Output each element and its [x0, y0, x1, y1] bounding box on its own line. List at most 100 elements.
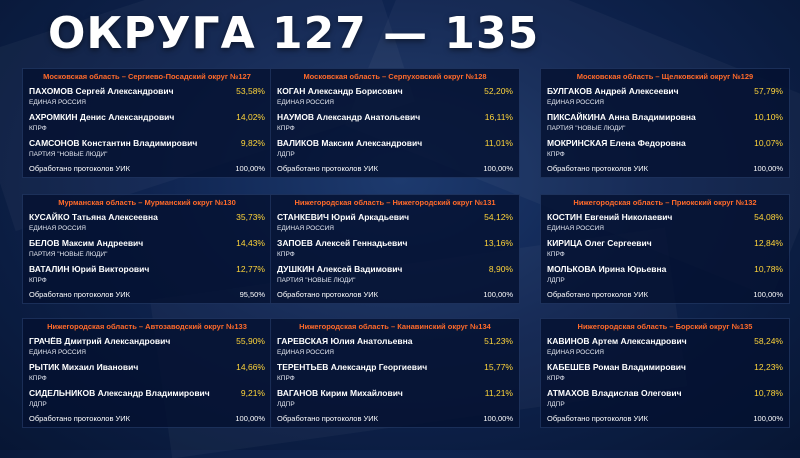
- candidate-party: ЛДПР: [277, 151, 295, 158]
- candidate-percent: 54,12%: [484, 212, 513, 222]
- processed-protocols-row: Обработано протоколов УИК 95,50%: [29, 290, 265, 299]
- candidate-entry: РЫТИК Михаил Иванович 14,66% КПРФ: [29, 362, 265, 382]
- district-panel: Нижегородская область – Нижегородский ок…: [270, 194, 520, 304]
- candidate-party: КПРФ: [29, 277, 47, 284]
- processed-protocols-row: Обработано протоколов УИК 100,00%: [547, 414, 783, 423]
- candidate-percent: 14,43%: [236, 238, 265, 248]
- candidate-name: ДУШКИН Алексей Вадимович: [277, 264, 403, 274]
- candidate-party: КПРФ: [547, 151, 565, 158]
- candidate-name: ГРАЧЁВ Дмитрий Александрович: [29, 336, 171, 346]
- candidate-party: ЕДИНАЯ РОССИЯ: [277, 99, 334, 106]
- candidate-party: ЛДПР: [547, 277, 565, 284]
- candidate-percent: 11,01%: [484, 138, 513, 148]
- processed-value: 100,00%: [483, 290, 513, 299]
- processed-value: 95,50%: [239, 290, 265, 299]
- district-title: Московская область – Серпуховский округ …: [303, 72, 487, 81]
- candidate-name: ВАГАНОВ Кирим Михайлович: [277, 388, 403, 398]
- candidate-name: ПАХОМОВ Сергей Александрович: [29, 86, 174, 96]
- processed-protocols-row: Обработано протоколов УИК 100,00%: [547, 290, 783, 299]
- candidate-name: РЫТИК Михаил Иванович: [29, 362, 139, 372]
- candidate-party: КПРФ: [547, 251, 565, 258]
- processed-label: Обработано протоколов УИК: [547, 290, 649, 299]
- candidate-percent: 12,23%: [754, 362, 783, 372]
- candidate-percent: 13,16%: [484, 238, 513, 248]
- candidate-name: СТАНКЕВИЧ Юрий Аркадьевич: [277, 212, 410, 222]
- district-panel: Московская область – Серпуховский округ …: [270, 68, 520, 178]
- candidate-percent: 35,73%: [236, 212, 265, 222]
- processed-value: 100,00%: [235, 414, 265, 423]
- candidate-name: МОЛЬКОВА Ирина Юрьевна: [547, 264, 667, 274]
- candidate-name: ВАЛИКОВ Максим Александрович: [277, 138, 423, 148]
- candidate-entry: ВАГАНОВ Кирим Михайлович 11,21% ЛДПР: [277, 388, 513, 408]
- processed-label: Обработано протоколов УИК: [29, 414, 131, 423]
- candidate-percent: 58,24%: [754, 336, 783, 346]
- candidate-party: КПРФ: [547, 375, 565, 382]
- district-title: Нижегородская область – Приокский округ …: [573, 198, 757, 207]
- district-title: Мурманская область – Мурманский округ №1…: [58, 198, 236, 207]
- candidate-percent: 52,20%: [484, 86, 513, 96]
- candidate-percent: 14,02%: [236, 112, 265, 122]
- candidate-entry: КАБЕШЕВ Роман Владимирович 12,23% КПРФ: [547, 362, 783, 382]
- candidate-percent: 12,77%: [236, 264, 265, 274]
- processed-protocols-row: Обработано протоколов УИК 100,00%: [29, 164, 265, 173]
- candidate-entry: ПИКСАЙКИНА Анна Владимировна 10,10% ПАРТИЯ…: [547, 112, 783, 132]
- processed-label: Обработано протоколов УИК: [277, 164, 379, 173]
- district-title: Московская область – Щелковский округ №1…: [576, 72, 754, 81]
- candidate-entry: ВАЛИКОВ Максим Александрович 11,01% ЛДПР: [277, 138, 513, 158]
- candidate-party: ЕДИНАЯ РОССИЯ: [29, 99, 86, 106]
- processed-protocols-row: Обработано протоколов УИК 100,00%: [547, 164, 783, 173]
- candidate-entry: ТЕРЕНТЬЕВ Александр Георгиевич 15,77% КПРФ: [277, 362, 513, 382]
- candidate-entry: СИДЕЛЬНИКОВ Александр Владимирович 9,21% Л…: [29, 388, 265, 408]
- processed-protocols-row: Обработано протоколов УИК 100,00%: [29, 414, 265, 423]
- processed-label: Обработано протоколов УИК: [29, 164, 131, 173]
- candidate-name: КОГАН Александр Борисович: [277, 86, 403, 96]
- candidate-entry: МОКРИНСКАЯ Елена Федоровна 10,07% КПРФ: [547, 138, 783, 158]
- candidate-percent: 9,82%: [240, 138, 265, 148]
- district-title: Нижегородская область – Борский округ №1…: [577, 322, 753, 331]
- district-panel: Московская область – Сергиево-Посадский …: [22, 68, 272, 178]
- candidate-entry: ГАРЕВСКАЯ Юлия Анатольевна 51,23% ЕДИНАЯ Р…: [277, 336, 513, 356]
- candidate-party: ЕДИНАЯ РОССИЯ: [277, 349, 334, 356]
- district-title: Нижегородская область – Автозаводский ок…: [47, 322, 247, 331]
- candidate-entry: КАВИНОВ Артем Александрович 58,24% ЕДИНАЯ …: [547, 336, 783, 356]
- candidate-name: НАУМОВ Александр Анатольевич: [277, 112, 421, 122]
- candidate-entry: ДУШКИН Алексей Вадимович 8,90% ПАРТИЯ "НОВ…: [277, 264, 513, 284]
- candidate-name: СИДЕЛЬНИКОВ Александр Владимирович: [29, 388, 210, 398]
- candidate-entry: ПАХОМОВ Сергей Александрович 53,58% ЕДИНАЯ…: [29, 86, 265, 106]
- candidate-party: ПАРТИЯ "НОВЫЕ ЛЮДИ": [29, 151, 108, 158]
- candidate-party: ЕДИНАЯ РОССИЯ: [29, 349, 86, 356]
- candidate-party: ЛДПР: [277, 401, 295, 408]
- candidate-entry: АХРОМКИН Денис Александрович 14,02% КПРФ: [29, 112, 265, 132]
- candidate-party: ЛДПР: [29, 401, 47, 408]
- district-panel: Мурманская область – Мурманский округ №1…: [22, 194, 272, 304]
- candidate-entry: НАУМОВ Александр Анатольевич 16,11% КПРФ: [277, 112, 513, 132]
- district-panel: Нижегородская область – Автозаводский ок…: [22, 318, 272, 428]
- processed-protocols-row: Обработано протоколов УИК 100,00%: [277, 164, 513, 173]
- candidate-name: КОСТИН Евгений Николаевич: [547, 212, 673, 222]
- candidate-percent: 10,10%: [754, 112, 783, 122]
- district-panel: Нижегородская область – Борский округ №1…: [540, 318, 790, 428]
- processed-label: Обработано протоколов УИК: [277, 414, 379, 423]
- candidate-percent: 51,23%: [484, 336, 513, 346]
- candidate-party: ЕДИНАЯ РОССИЯ: [547, 99, 604, 106]
- processed-value: 100,00%: [483, 414, 513, 423]
- candidate-entry: КИРИЦА Олег Сергеевич 12,84% КПРФ: [547, 238, 783, 258]
- candidate-percent: 10,78%: [754, 388, 783, 398]
- candidate-percent: 8,90%: [488, 264, 513, 274]
- candidate-entry: КОСТИН Евгений Николаевич 54,08% ЕДИНАЯ РО…: [547, 212, 783, 232]
- page-title: ОКРУГА 127 — 135: [48, 8, 540, 59]
- processed-label: Обработано протоколов УИК: [277, 290, 379, 299]
- candidate-entry: МОЛЬКОВА Ирина Юрьевна 10,78% ЛДПР: [547, 264, 783, 284]
- candidate-entry: КОГАН Александр Борисович 52,20% ЕДИНАЯ РО…: [277, 86, 513, 106]
- processed-label: Обработано протоколов УИК: [29, 290, 131, 299]
- district-title: Московская область – Сергиево-Посадский …: [43, 72, 251, 81]
- candidate-name: ТЕРЕНТЬЕВ Александр Георгиевич: [277, 362, 428, 372]
- candidate-name: КИРИЦА Олег Сергеевич: [547, 238, 652, 248]
- candidate-name: ЗАПОЕВ Алексей Геннадьевич: [277, 238, 408, 248]
- candidate-party: ЕДИНАЯ РОССИЯ: [29, 225, 86, 232]
- candidate-percent: 10,78%: [754, 264, 783, 274]
- candidate-percent: 14,66%: [236, 362, 265, 372]
- candidate-party: КПРФ: [277, 375, 295, 382]
- candidate-name: АТМАХОВ Владислав Олегович: [547, 388, 682, 398]
- candidate-percent: 55,90%: [236, 336, 265, 346]
